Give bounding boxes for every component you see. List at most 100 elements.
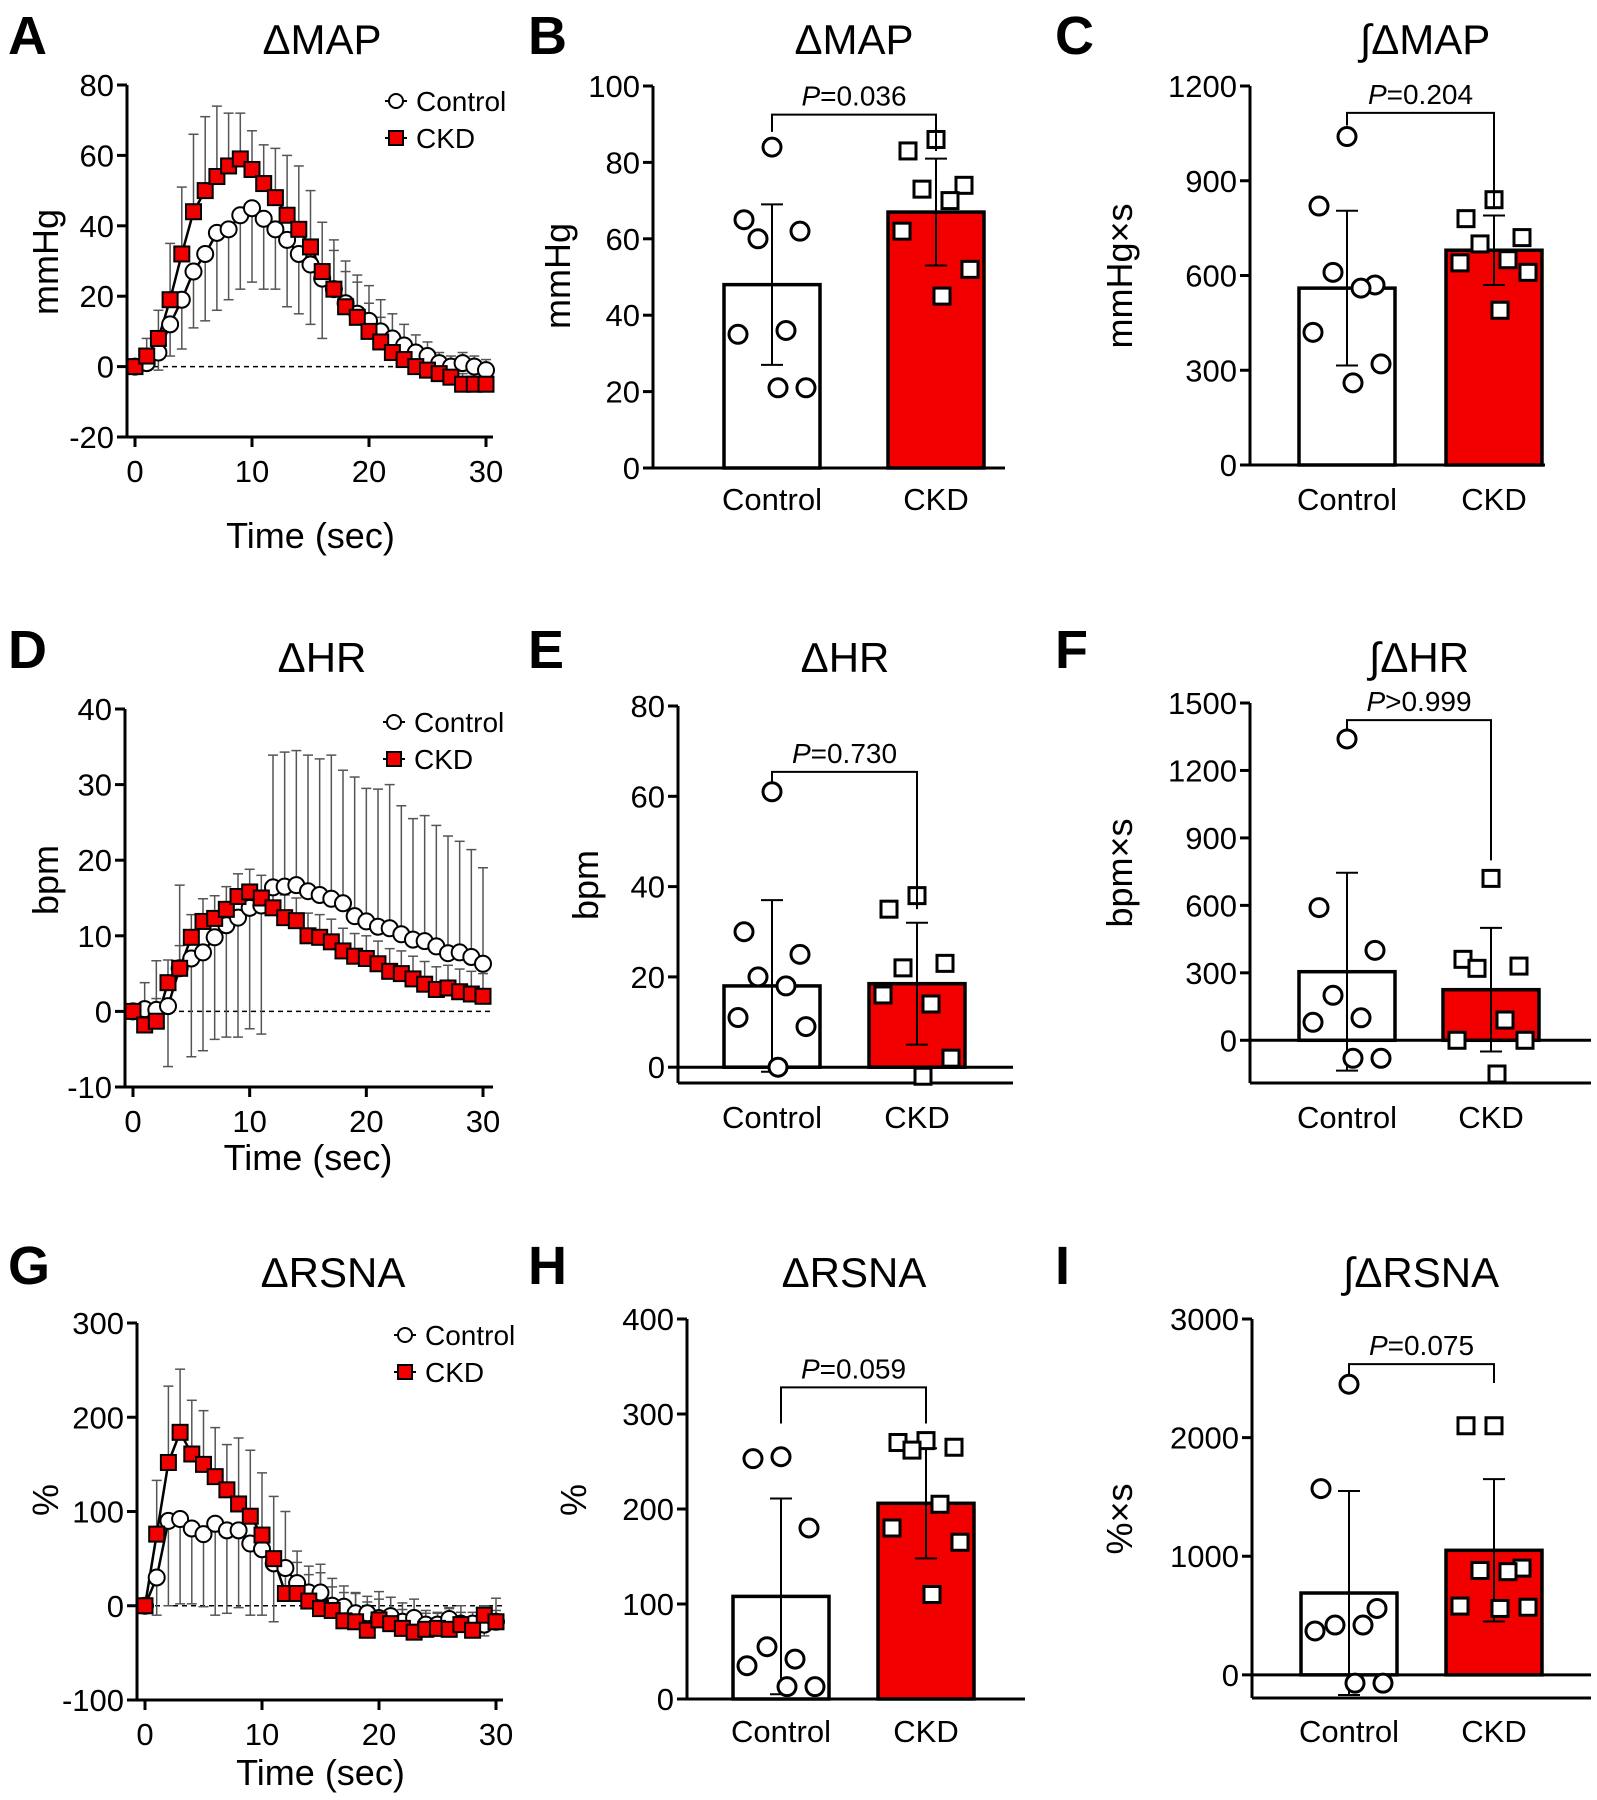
data-point-control <box>1350 277 1372 299</box>
y-tick-label: 80 <box>606 145 640 180</box>
y-tick-label: 100 <box>622 1587 674 1622</box>
data-point-control <box>1352 1614 1374 1636</box>
legend-marker-ckd <box>397 1364 413 1380</box>
p-value: =0.204 <box>1387 79 1473 110</box>
data-point-control <box>1342 1047 1364 1069</box>
data-point-ckd <box>278 206 296 224</box>
data-point-ckd <box>302 238 319 256</box>
data-point-control <box>1336 126 1358 148</box>
data-point-control <box>1336 728 1358 750</box>
data-point-ckd <box>1470 234 1490 254</box>
y-tick-label: 0 <box>657 1682 674 1717</box>
data-point-ckd <box>217 900 235 918</box>
data-point-control <box>184 262 203 281</box>
data-point-ckd <box>1518 1597 1538 1617</box>
y-tick-label: 60 <box>80 138 114 173</box>
data-point-ckd <box>930 1494 950 1514</box>
y-tick-label: 200 <box>622 1492 674 1527</box>
data-point-ckd <box>149 329 167 347</box>
data-point-ckd <box>287 912 305 930</box>
legend-marker-ckd <box>388 130 404 146</box>
significance-bracket <box>1348 1363 1495 1384</box>
data-point-ckd <box>243 160 261 178</box>
y-tick-label: 40 <box>78 692 112 727</box>
data-point-control <box>761 136 783 158</box>
data-point-ckd <box>159 1453 177 1471</box>
data-point-ckd <box>266 189 284 207</box>
y-tick-label: 1200 <box>1168 69 1237 104</box>
data-point-control <box>727 1007 749 1029</box>
y-tick-label: 40 <box>80 209 114 244</box>
p-symbol: P <box>792 738 811 769</box>
legend-marker-control <box>397 1327 413 1343</box>
data-point-ckd <box>882 1518 902 1538</box>
y-tick-label: 900 <box>1185 821 1237 856</box>
panel-letter: I <box>1055 1236 1070 1296</box>
data-point-ckd <box>898 141 918 161</box>
data-point-control <box>733 921 755 943</box>
data-point-ckd <box>1509 956 1529 976</box>
category-label: CKD <box>1461 1714 1526 1749</box>
data-point-ckd <box>241 1507 259 1525</box>
y-axis-label: bpm×s <box>1099 818 1140 927</box>
p-value: =0.059 <box>820 1353 906 1384</box>
x-tick-label: 30 <box>466 1104 500 1139</box>
y-tick-label: 80 <box>80 68 114 103</box>
data-point-ckd <box>892 221 912 241</box>
significance-bracket <box>1346 111 1495 210</box>
p-value: =0.730 <box>811 738 897 769</box>
y-axis-label: % <box>25 1484 66 1516</box>
data-point-ckd <box>218 1481 236 1499</box>
data-point-ckd <box>1456 1416 1476 1436</box>
p-symbol: P <box>801 81 820 112</box>
panel-E: E ΔHR bpm 0 20 40 60 80 Control CKD P=0.730 <box>528 620 1013 1135</box>
data-point-control <box>1338 1373 1360 1395</box>
panel-F: F ∫ΔHR bpm×s 0 300 600 900 1200 1500 Control CKD P>… <box>1055 620 1591 1135</box>
data-point-ckd <box>290 220 308 238</box>
y-tick-label: 60 <box>606 222 640 257</box>
y-tick-label: 1200 <box>1168 753 1237 788</box>
panel-letter: F <box>1055 620 1088 680</box>
x-tick-label: 20 <box>349 1104 383 1139</box>
panel-title: ΔRSNA <box>782 1249 927 1296</box>
data-point-ckd <box>954 175 974 195</box>
p-symbol: P <box>1369 1330 1388 1361</box>
y-tick-label: 100 <box>588 69 640 104</box>
data-point-ckd <box>185 203 202 221</box>
data-point-control <box>733 209 755 231</box>
data-point-control <box>795 1016 817 1038</box>
data-point-ckd <box>950 1532 970 1552</box>
y-tick-label: 0 <box>97 350 114 385</box>
category-label: Control <box>731 1714 831 1749</box>
data-point-control <box>761 781 783 803</box>
data-point-ckd <box>474 987 492 1005</box>
legend-label: CKD <box>414 744 473 775</box>
data-point-ckd <box>230 1495 248 1513</box>
data-point-ckd <box>195 1455 212 1473</box>
category-label: CKD <box>1458 1100 1523 1135</box>
data-point-ckd <box>1450 1596 1470 1616</box>
panel-letter: D <box>8 620 47 680</box>
y-tick-label: 300 <box>1185 956 1237 991</box>
data-point-control <box>171 1510 190 1529</box>
data-point-ckd <box>940 191 960 211</box>
p-value-label: P=0.036 <box>801 81 906 112</box>
data-point-control <box>1370 1047 1392 1069</box>
data-point-ckd <box>313 263 331 281</box>
y-tick-label: 0 <box>1222 1658 1239 1693</box>
data-point-control <box>1366 1597 1388 1619</box>
y-tick-label: 10 <box>78 919 112 954</box>
category-label: CKD <box>903 482 968 517</box>
y-tick-label: 1500 <box>1168 686 1237 721</box>
panel-letter: H <box>528 1236 567 1296</box>
data-point-ckd <box>147 1012 165 1030</box>
x-axis-label: Time (sec) <box>226 515 395 556</box>
y-tick-label: 20 <box>78 843 112 878</box>
significance-bracket <box>1346 719 1492 861</box>
x-axis-label: Time (sec) <box>224 1137 393 1178</box>
panel-D: D ΔHR bpm -10 0 10 20 30 40 0 10 20 30 Time (sec) Cont… <box>8 620 504 1178</box>
x-tick-label: 10 <box>232 1104 266 1139</box>
y-tick-label: -100 <box>62 1683 124 1718</box>
data-point-control <box>1344 1672 1366 1694</box>
data-point-control <box>1322 984 1344 1006</box>
